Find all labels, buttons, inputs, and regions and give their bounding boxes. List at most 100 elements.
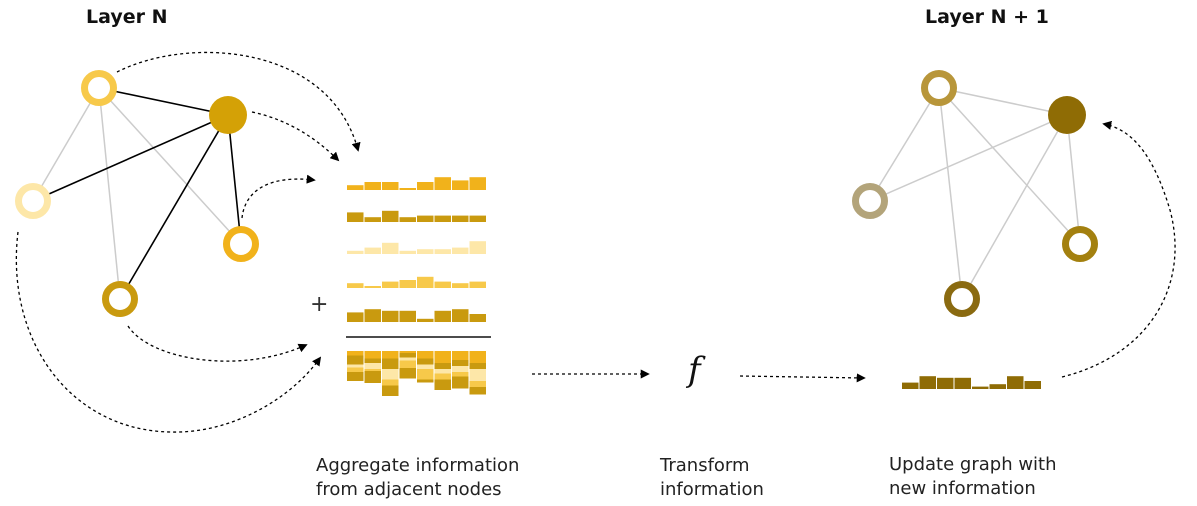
sum-bar-segment: [434, 373, 451, 380]
sum-bar-segment: [417, 358, 434, 365]
aggregate-bar: [382, 210, 399, 222]
aggregate-bar: [382, 310, 399, 322]
aggregate-bar: [347, 283, 364, 288]
sum-bar-segment: [434, 369, 451, 374]
edge: [98, 87, 121, 300]
aggregate-bar: [347, 185, 364, 190]
aggregate-bar: [382, 281, 399, 288]
aggregate-bar: [364, 247, 381, 254]
transform-caption: Transform information: [660, 454, 764, 502]
aggregate-bar: [399, 280, 416, 288]
node-ring: [15, 183, 51, 219]
sum-bar-segment: [364, 369, 381, 371]
updated-node-ring: [944, 281, 980, 317]
sum-bar-segment: [452, 351, 469, 360]
sum-bar-segment: [399, 351, 416, 353]
arrow-from-node-b: [251, 111, 340, 162]
edge: [938, 87, 963, 300]
update-bar: [1024, 381, 1041, 389]
node-ring: [102, 281, 138, 317]
aggregate-bar: [417, 318, 434, 322]
arrow-to-layer-n1: [1061, 120, 1176, 378]
sum-bar-segment: [469, 369, 486, 381]
layer-n-title: Layer N: [86, 6, 168, 28]
edge: [938, 87, 1068, 116]
sum-bar-segment: [452, 366, 469, 372]
arrow-from-node-c: [15, 231, 322, 433]
aggregate-bar: [382, 242, 399, 254]
sum-bar-segment: [382, 385, 399, 396]
aggregate-sum-bars: [347, 351, 486, 396]
layer-n-active-edges: [32, 87, 242, 300]
aggregate-bar: [469, 241, 486, 254]
sum-bar-segment: [364, 363, 381, 369]
aggregate-bar: [434, 215, 451, 222]
edge: [32, 114, 229, 202]
edge: [961, 114, 1068, 300]
aggregate-bar: [417, 215, 434, 222]
edge: [869, 114, 1068, 202]
sum-bar-segment: [469, 351, 486, 363]
update-bar: [1007, 376, 1024, 389]
sum-bar-segment: [364, 351, 381, 359]
update-bar: [902, 382, 919, 389]
edge: [1066, 114, 1081, 245]
aggregate-bar: [469, 281, 486, 288]
edge: [119, 114, 229, 300]
aggregate-bar: [452, 215, 469, 222]
aggregate-bar: [434, 281, 451, 288]
arrow-from-node-e: [127, 325, 308, 362]
sum-bar-segment: [399, 368, 416, 379]
sum-bar-segment: [469, 381, 486, 387]
sum-bar-segment: [469, 387, 486, 395]
caption-line: information: [660, 479, 764, 500]
aggregate-bar: [417, 276, 434, 288]
caption-line: from adjacent nodes: [316, 479, 502, 500]
updated-node-ring: [852, 183, 888, 219]
transform-function-symbol: f: [688, 350, 701, 390]
edge: [32, 87, 100, 202]
arrow-from-node-a: [116, 51, 361, 152]
aggregate-caption: Aggregate information from adjacent node…: [316, 454, 519, 502]
aggregate-feature-rows: [347, 177, 486, 322]
sum-bar-segment: [382, 351, 399, 359]
sum-bar-segment: [434, 379, 451, 390]
aggregate-bar: [452, 247, 469, 254]
update-bar: [937, 377, 954, 389]
aggregate-bar: [452, 283, 469, 288]
update-bar: [989, 384, 1006, 389]
sum-bar-segment: [382, 358, 399, 369]
message-arrows: [15, 51, 1176, 433]
aggregate-bar: [399, 250, 416, 254]
update-bar: [954, 377, 971, 389]
aggregate-bar: [417, 182, 434, 190]
node-ring: [81, 70, 117, 106]
plus-symbol: +: [310, 292, 329, 317]
aggregate-bar: [347, 212, 364, 222]
aggregate-bar: [364, 309, 381, 322]
sum-bar-segment: [452, 376, 469, 389]
aggregate-bar: [469, 215, 486, 222]
aggregate-bar: [434, 177, 451, 190]
sum-bar-segment: [417, 369, 434, 380]
caption-line: Transform: [660, 455, 750, 476]
sum-bar-segment: [434, 363, 451, 369]
node-target: [209, 96, 247, 134]
aggregate-bar: [399, 188, 416, 190]
aggregate-bar: [452, 180, 469, 190]
layer-n-inactive-edges: [32, 87, 242, 300]
sum-bar-segment: [382, 369, 399, 380]
aggregate-bar: [434, 310, 451, 322]
aggregate-bar: [469, 177, 486, 190]
sum-bar-segment: [434, 351, 451, 363]
aggregate-bar: [364, 182, 381, 190]
sum-bar-segment: [364, 358, 381, 363]
updated-node-ring: [1062, 226, 1098, 262]
sum-bar-segment: [452, 360, 469, 366]
arrow-to-update: [739, 373, 866, 383]
sum-bar-segment: [417, 379, 434, 383]
aggregate-bar: [417, 249, 434, 254]
edge: [98, 87, 229, 116]
edge: [938, 87, 1081, 245]
